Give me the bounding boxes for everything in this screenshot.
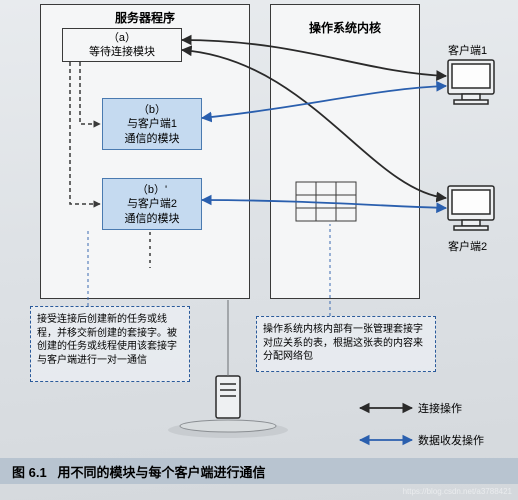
os-kernel-title: 操作系统内核 (271, 19, 419, 36)
client1-label: 客户端1 (448, 42, 487, 58)
caption: 图 6.1 用不同的模块与每个客户端进行通信 (12, 462, 266, 481)
note-right-text: 操作系统内核内部有一张管理套接字对应关系的表，根据这张表的内容来分配网络包 (263, 324, 423, 362)
caption-num: 图 6.1 (12, 465, 47, 480)
module-b2-text1: 与客户端2 (107, 197, 197, 211)
legend-connect-label: 连接操作 (418, 400, 462, 416)
module-b2: （b）' 与客户端2 通信的模块 (102, 178, 202, 230)
note-left: 接受连接后创建新的任务或线程，并移交新创建的套接字。被创建的任务或线程使用该套接… (30, 306, 190, 382)
caption-text: 用不同的模块与每个客户端进行通信 (58, 465, 266, 480)
module-b1: （b） 与客户端1 通信的模块 (102, 98, 202, 150)
client2-icon (448, 186, 494, 230)
module-b1-label: （b） (107, 103, 197, 117)
note-right: 操作系统内核内部有一张管理套接字对应关系的表，根据这张表的内容来分配网络包 (256, 316, 436, 372)
module-b1-text1: 与客户端1 (107, 117, 197, 131)
watermark: https://blog.csdn.net/a3788421 (403, 487, 512, 496)
module-a-label: （a） (63, 31, 181, 45)
module-b2-text2: 通信的模块 (107, 212, 197, 226)
os-kernel-box: 操作系统内核 (270, 4, 420, 299)
legend-data-label: 数据收发操作 (418, 432, 484, 448)
client2-label: 客户端2 (448, 238, 487, 254)
server-label: 服务器 (210, 418, 246, 435)
module-b2-label: （b）' (107, 183, 197, 197)
module-b1-text2: 通信的模块 (107, 132, 197, 146)
note-left-text: 接受连接后创建新的任务或线程，并移交新创建的套接字。被创建的任务或线程使用该套接… (37, 314, 177, 366)
client1-icon (448, 60, 494, 104)
server-program-title: 服务器程序 (41, 9, 249, 26)
diagram-page: 服务器程序 （a） 等待连接模块 （b） 与客户端1 通信的模块 （b）' 与客… (0, 0, 518, 500)
module-a: （a） 等待连接模块 (62, 28, 182, 62)
module-a-text: 等待连接模块 (63, 45, 181, 59)
